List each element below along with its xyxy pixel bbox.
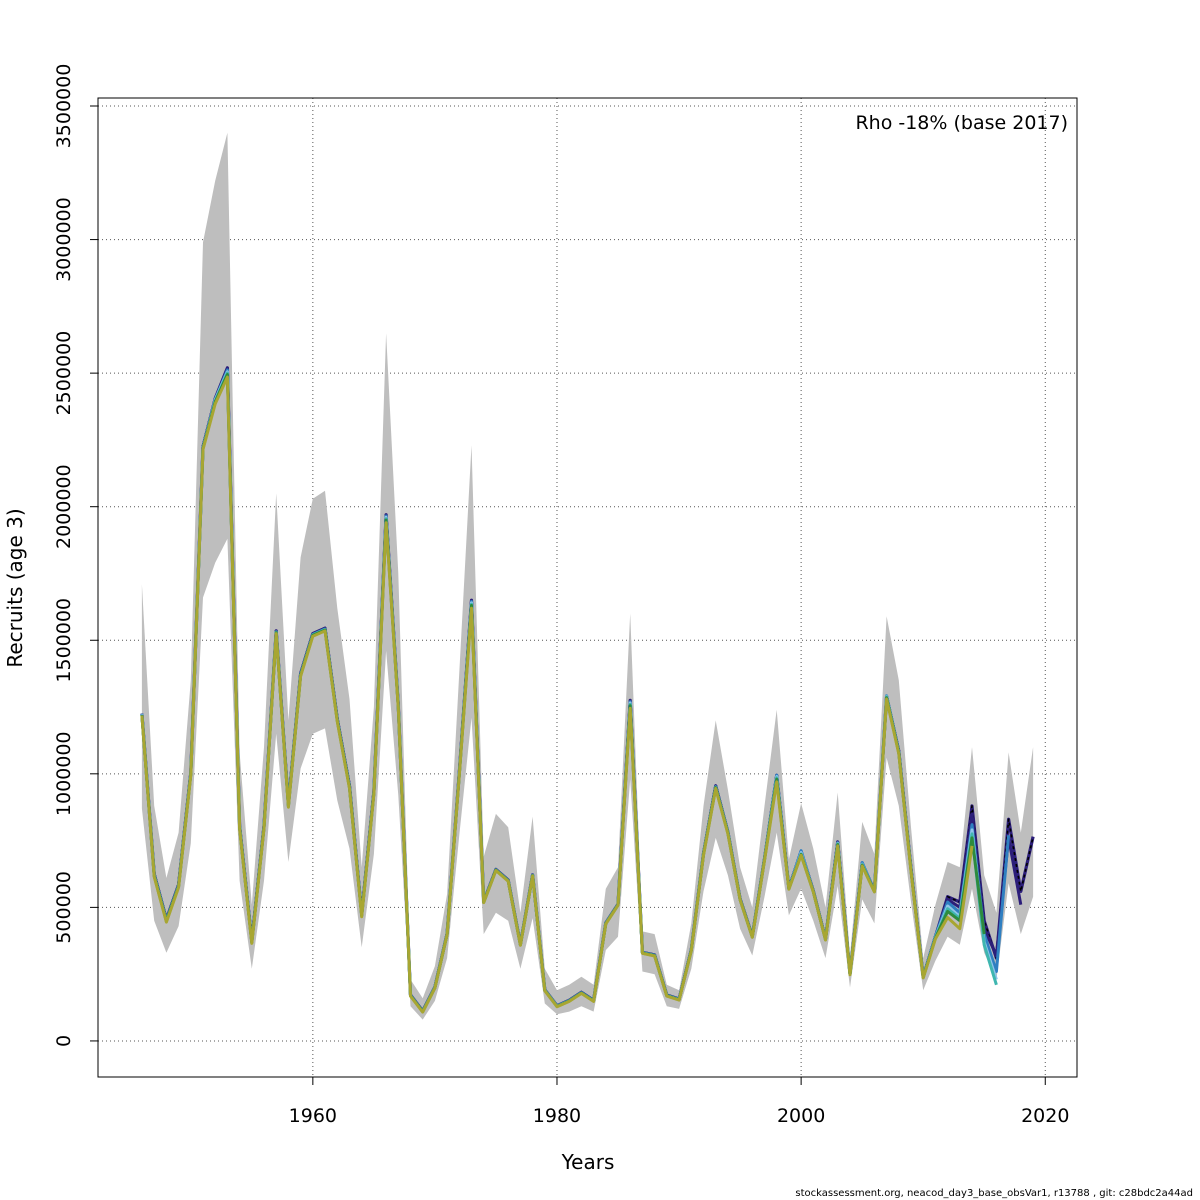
x-tick-label: 2020	[1021, 1105, 1069, 1127]
y-tick-label: 2500000	[53, 331, 75, 416]
y-tick-label: 3000000	[53, 197, 75, 282]
x-tick-label: 1980	[533, 1105, 581, 1127]
y-tick-label: 1000000	[53, 731, 75, 816]
y-tick-label: 1500000	[53, 598, 75, 683]
confidence-band-layer	[141, 132, 1034, 1020]
y-axis-title: Recruits (age 3)	[3, 508, 27, 667]
y-tick-label: 2000000	[53, 464, 75, 549]
confidence-band	[141, 132, 1034, 1020]
footer-source: stockassessment.org, neacod_day3_base_ob…	[795, 1188, 1193, 1199]
x-axis: 1960 1980 2000 2020	[289, 1077, 1069, 1127]
plot-frame	[97, 97, 1078, 1078]
series-lines-layer	[140, 366, 1035, 1014]
series-line-retro-2014	[140, 375, 974, 1014]
x-tick-label: 1960	[289, 1105, 337, 1127]
rho-annotation: Rho -18% (base 2017)	[855, 112, 1068, 134]
y-tick-label: 3500000	[53, 64, 75, 149]
x-tick-label: 2000	[777, 1105, 825, 1127]
y-tick-label: 500000	[53, 871, 75, 944]
x-axis-title: Years	[561, 1150, 615, 1174]
y-tick-label: 0	[53, 1035, 75, 1047]
y-axis: 0 500000 1000000 1500000 2000000 2500000 30000…	[53, 64, 98, 1047]
